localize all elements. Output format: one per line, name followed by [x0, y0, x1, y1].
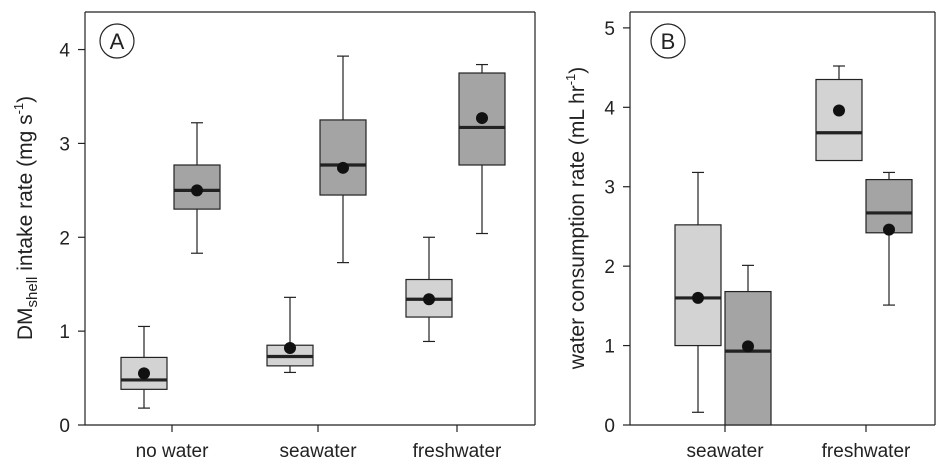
panel-b-boxes	[674, 65, 913, 426]
mean-marker	[423, 293, 435, 306]
y-tick-label: 0	[604, 416, 615, 437]
x-tick-label: freshwater	[413, 441, 502, 462]
panel-a-ylabel-sub: shell	[24, 277, 41, 308]
panel-b-label-circle	[650, 23, 686, 59]
y-tick-label: 2	[59, 228, 70, 249]
box-plot	[120, 325, 168, 409]
panel-b-ylabel-close: )	[566, 67, 589, 74]
panel-b-y-axis-title: water consumption rate (mL hr-1)	[563, 67, 589, 371]
panel-b-label: B	[661, 29, 676, 54]
panel-a-ylabel-rest: intake rate (mg s	[14, 114, 37, 276]
panel-a-x-ticks: no water seawater freshwater	[136, 425, 502, 462]
panel-b-x-ticks: seawater freshwater	[686, 425, 911, 462]
panel-b-y-ticks: 0 1 2 3 4 5	[604, 19, 630, 437]
iqr-box	[173, 164, 221, 210]
mean-marker	[138, 367, 150, 380]
iqr-box	[724, 290, 772, 426]
y-tick-label: 0	[59, 416, 70, 437]
iqr-box	[815, 78, 863, 162]
mean-marker	[337, 161, 349, 174]
panel-a-label-circle	[99, 23, 135, 59]
panel-a-ylabel-close: )	[14, 96, 37, 103]
box-plot	[405, 236, 453, 343]
mean-marker	[742, 340, 754, 353]
panel-b-ylabel-sup: -1	[563, 74, 578, 86]
mean-marker	[191, 184, 203, 197]
y-tick-label: 1	[59, 322, 70, 343]
x-tick-label: seawater	[686, 441, 764, 462]
box-plot	[674, 171, 722, 413]
box-plot	[319, 55, 367, 264]
panel-b: 0 1 2 3 4 5 seawater freshwater B water consum…	[563, 11, 936, 462]
y-tick-label: 2	[604, 257, 615, 278]
iqr-box	[319, 119, 367, 196]
x-tick-label: freshwater	[822, 441, 911, 462]
panel-a: 0 1 2 3 4 no water seawater freshwater A DMshe…	[11, 11, 536, 462]
box-plot	[458, 63, 506, 235]
panel-a-y-axis-title: DMshell intake rate (mg s-1)	[11, 96, 41, 340]
y-tick-label: 4	[604, 98, 615, 119]
x-tick-label: seawater	[279, 441, 357, 462]
mean-marker	[883, 223, 895, 236]
panel-a-ylabel-sup: -1	[11, 103, 26, 115]
box-plot	[266, 296, 314, 374]
iqr-box	[674, 224, 722, 347]
y-tick-label: 5	[604, 19, 615, 40]
mean-marker	[833, 104, 845, 117]
box-plot	[865, 171, 913, 306]
panel-a-boxes	[120, 55, 506, 409]
y-tick-label: 1	[604, 337, 615, 358]
y-tick-label: 3	[59, 134, 70, 155]
y-tick-label: 4	[59, 41, 70, 62]
box-plot	[815, 65, 863, 162]
panel-a-label: A	[110, 29, 125, 54]
box-plot	[724, 264, 772, 426]
panel-a-y-ticks: 0 1 2 3 4	[59, 41, 85, 437]
x-tick-label: no water	[136, 441, 210, 462]
mean-marker	[692, 291, 704, 304]
mean-marker	[284, 342, 296, 355]
mean-marker	[476, 112, 488, 125]
panel-a-ylabel-main: DM	[14, 307, 37, 340]
box-plot	[173, 122, 221, 254]
panel-b-ylabel-main: water consumption rate (mL hr	[566, 85, 589, 370]
y-tick-label: 3	[604, 178, 615, 199]
